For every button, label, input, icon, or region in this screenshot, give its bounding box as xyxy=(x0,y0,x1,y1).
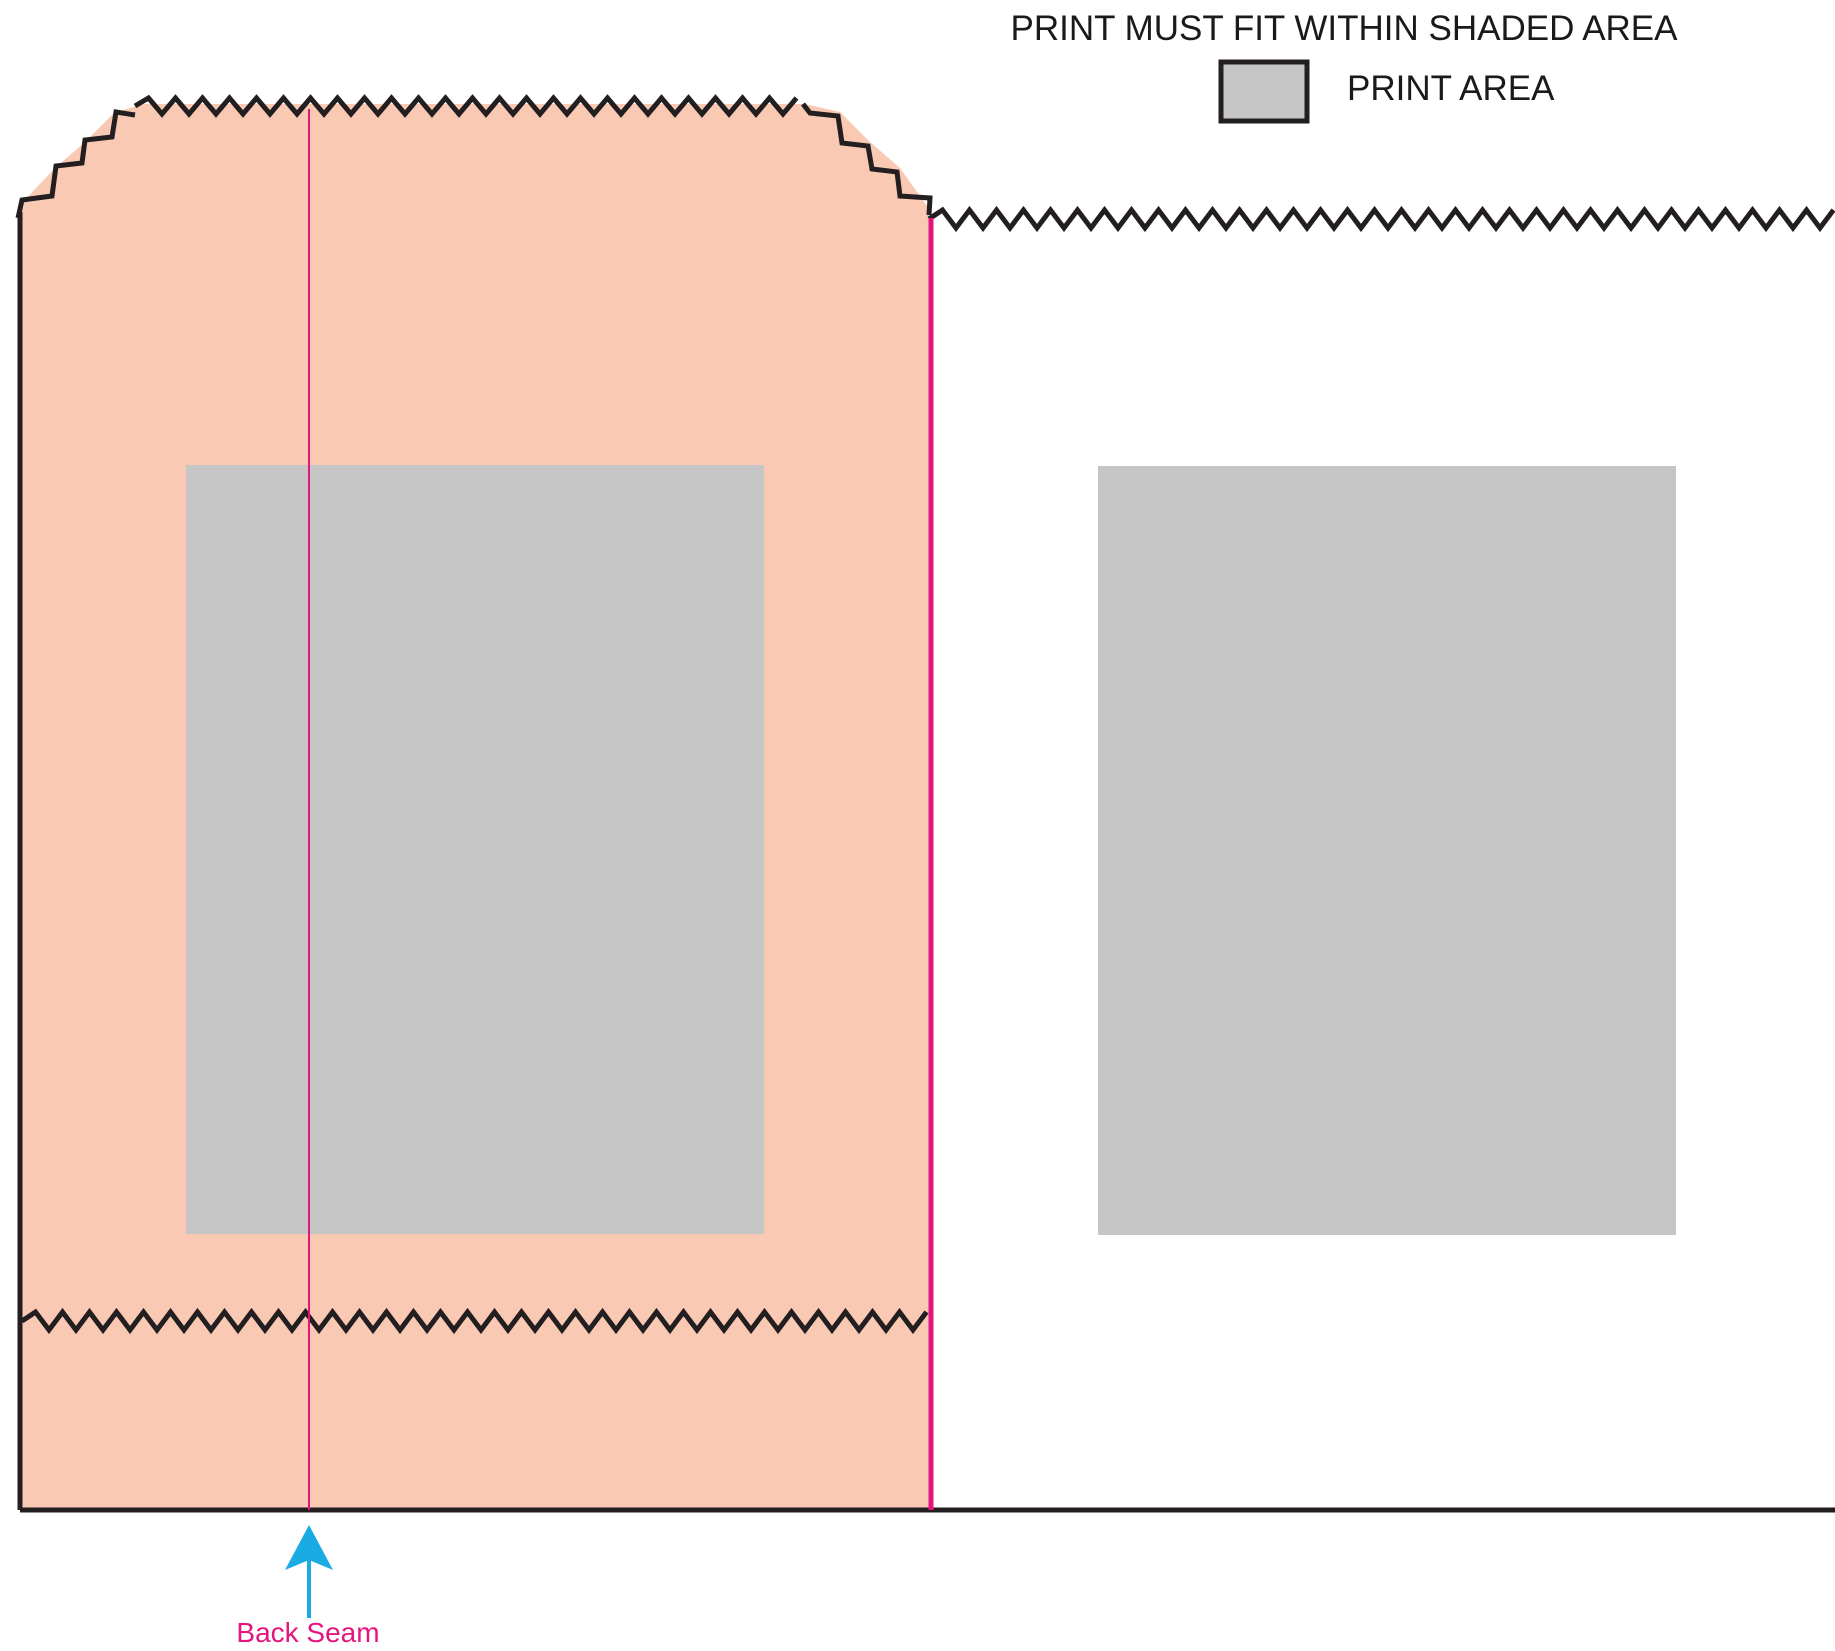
back-seam-label: Back Seam xyxy=(236,1617,379,1648)
zigzag-bottom-fold xyxy=(20,1307,929,1335)
bag-corner-left xyxy=(15,109,136,219)
legend-label: PRINT AREA xyxy=(1347,69,1555,108)
print-area-front xyxy=(186,465,764,1234)
back-seam-arrow-head-icon xyxy=(285,1525,333,1570)
instruction-heading: PRINT MUST FIT WITHIN SHADED AREA xyxy=(1010,9,1678,48)
legend-swatch xyxy=(1218,59,1310,124)
zigzag-top-edge-left xyxy=(133,94,799,118)
zigzag-top-edge-right xyxy=(927,205,1835,233)
print-area-back xyxy=(1098,466,1676,1235)
bag-corner-right xyxy=(801,102,933,216)
